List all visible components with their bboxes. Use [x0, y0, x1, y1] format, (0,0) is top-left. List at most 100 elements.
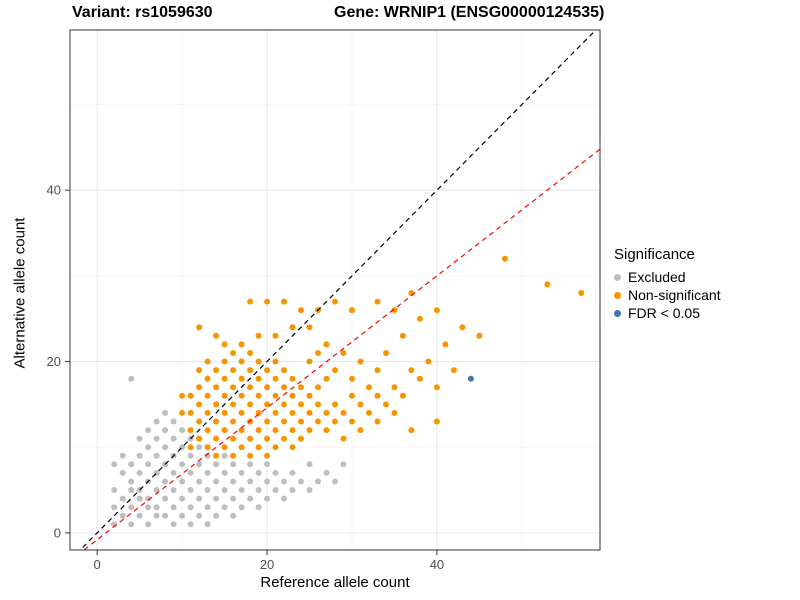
data-point	[179, 512, 186, 519]
data-point	[145, 427, 152, 434]
data-point	[196, 478, 203, 485]
data-point	[213, 384, 220, 391]
data-point	[281, 298, 287, 305]
data-point	[119, 495, 126, 502]
data-point	[298, 307, 304, 314]
data-point	[383, 401, 389, 408]
data-point	[247, 495, 254, 502]
data-point	[298, 384, 304, 391]
data-point	[238, 444, 245, 451]
data-point	[501, 255, 508, 262]
data-point	[416, 375, 423, 382]
data-point	[213, 367, 220, 374]
data-point	[247, 435, 254, 442]
plot-panel	[70, 30, 600, 550]
data-point	[289, 375, 296, 382]
data-point	[366, 409, 372, 416]
data-point	[298, 401, 304, 408]
data-point	[272, 409, 279, 416]
data-point	[374, 392, 381, 399]
axis-tick-labels: 0 20 40 0 20 40	[47, 183, 445, 572]
data-point	[204, 452, 211, 459]
legend: Significance Excluded Non-significant FD…	[614, 246, 721, 322]
data-point	[332, 367, 338, 374]
data-point	[349, 392, 355, 399]
data-point	[221, 375, 228, 382]
data-point	[467, 375, 474, 382]
data-point	[264, 384, 271, 391]
panel-border	[69, 29, 601, 551]
data-point	[204, 469, 211, 476]
data-point	[374, 418, 381, 425]
data-point	[281, 418, 287, 425]
data-point	[323, 469, 330, 476]
data-point	[196, 324, 203, 331]
data-point	[247, 367, 254, 374]
data-point	[179, 478, 186, 485]
data-point	[332, 401, 338, 408]
data-point	[315, 384, 321, 391]
legend-label-excluded: Excluded	[628, 269, 686, 285]
data-point	[221, 427, 228, 434]
data-point	[306, 427, 313, 434]
legend-item-fdr: FDR < 0.05	[614, 304, 721, 322]
data-point	[264, 461, 271, 468]
data-point	[272, 332, 279, 339]
data-point	[153, 504, 160, 511]
data-point	[298, 418, 304, 425]
data-point	[255, 409, 262, 416]
data-point	[433, 384, 440, 391]
data-point	[187, 521, 194, 528]
plot-title-gene: Gene: WRNIP1 (ENSG00000124535)	[334, 4, 605, 21]
data-point	[264, 298, 271, 305]
data-point	[187, 487, 194, 493]
data-point	[247, 478, 254, 485]
data-point	[221, 469, 228, 476]
data-point	[213, 452, 220, 459]
data-point	[119, 452, 126, 459]
data-point	[196, 418, 203, 425]
data-point	[340, 409, 347, 416]
data-point	[323, 375, 330, 382]
data-point	[128, 504, 135, 511]
data-point	[289, 409, 296, 416]
data-point	[170, 504, 177, 511]
data-point	[204, 427, 211, 434]
data-point	[153, 418, 160, 425]
x-tick-label: 20	[260, 557, 274, 572]
data-point	[298, 478, 304, 485]
legend-item-excluded: Excluded	[614, 268, 721, 286]
legend-label-non-significant: Non-significant	[628, 287, 721, 303]
data-point	[408, 427, 415, 434]
data-point	[374, 298, 381, 305]
y-tick-label: 20	[47, 354, 61, 369]
data-point	[416, 315, 423, 322]
data-point	[145, 504, 152, 511]
data-point	[111, 461, 118, 468]
data-point	[255, 392, 262, 399]
data-point	[187, 452, 194, 459]
data-point	[213, 435, 220, 442]
data-point	[255, 504, 262, 511]
data-point	[289, 427, 296, 434]
data-point	[264, 495, 271, 502]
data-point	[306, 409, 313, 416]
data-point	[213, 461, 220, 468]
data-point	[247, 298, 254, 305]
data-point	[204, 375, 211, 382]
data-point	[213, 401, 220, 408]
data-point	[255, 375, 262, 382]
non-significant-dot-icon	[614, 291, 621, 299]
data-point	[340, 350, 347, 356]
data-point	[221, 341, 228, 348]
data-point	[264, 367, 271, 374]
data-point	[179, 392, 186, 399]
data-point	[281, 435, 287, 442]
data-point	[323, 427, 330, 434]
data-point	[230, 495, 237, 502]
data-point	[340, 435, 347, 442]
data-point	[433, 307, 440, 314]
data-point	[332, 478, 338, 485]
data-point	[255, 444, 262, 451]
